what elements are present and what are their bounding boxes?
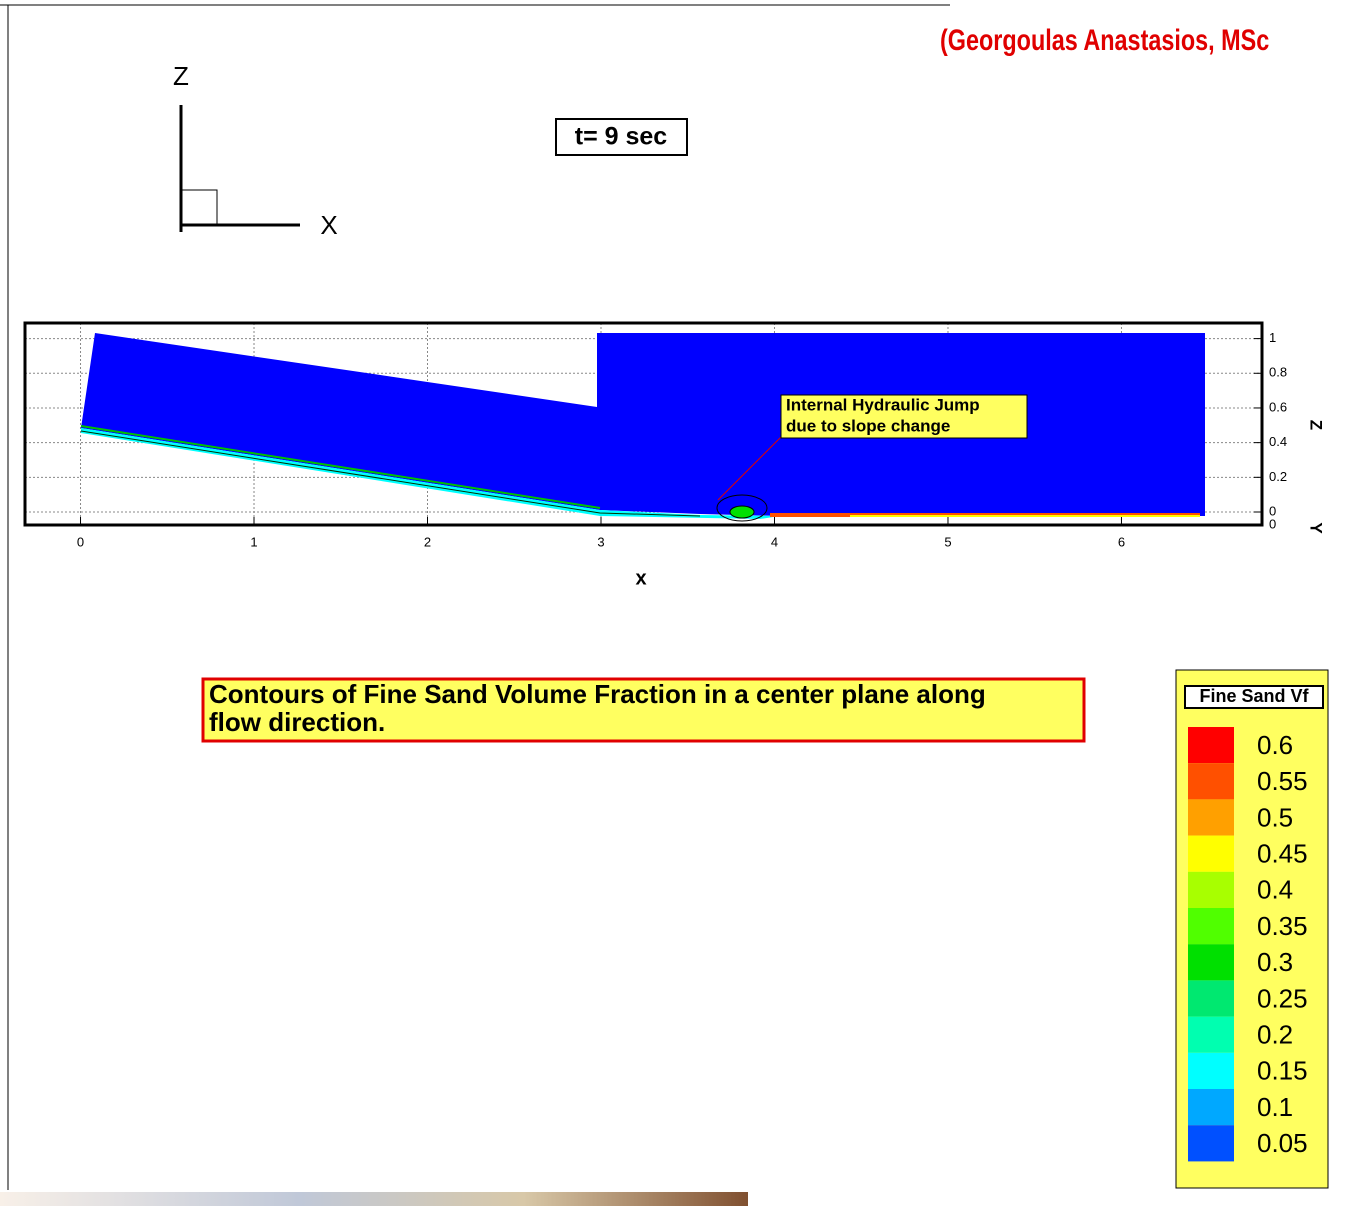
legend-swatch: [1188, 799, 1234, 835]
legend-label: 0.45: [1257, 838, 1308, 868]
legend-label: 0.3: [1257, 947, 1293, 977]
annotation: due to slope change: [786, 416, 950, 435]
x-tick-label: 1: [250, 534, 257, 549]
legend-label: 0.25: [1257, 983, 1308, 1013]
legend-swatch: [1188, 836, 1234, 872]
legend-swatch: [1188, 944, 1234, 980]
z-tick-label: 1: [1269, 330, 1276, 345]
legend-label: 0.05: [1257, 1128, 1308, 1158]
annotation: Internal Hydraulic Jump: [786, 395, 980, 414]
legend-label: 0.55: [1257, 766, 1308, 796]
triad-label: Z: [173, 61, 189, 91]
legend-title: Fine Sand Vf: [1199, 686, 1309, 706]
x-tick-label: 2: [424, 534, 431, 549]
x-axis-title: x: [635, 567, 646, 589]
x-tick-label: 4: [771, 534, 778, 549]
legend-label: 0.15: [1257, 1056, 1308, 1086]
caption: flow direction.: [209, 707, 385, 737]
legend-swatch: [1188, 908, 1234, 944]
x-tick-label: 6: [1118, 534, 1125, 549]
x-tick-label: 5: [944, 534, 951, 549]
image-strip: [0, 1192, 748, 1206]
z-tick-label: 0.4: [1269, 434, 1287, 449]
contour: [730, 506, 754, 518]
time-label: t= 9 sec: [575, 123, 668, 151]
page: (Georgoulas Anastasios, MSc Z X t= 9 sec…: [0, 0, 1352, 1206]
triad-box: [181, 190, 217, 225]
legend-label: 0.4: [1257, 875, 1293, 905]
triad-label: X: [320, 210, 337, 240]
legend-swatch: [1188, 727, 1234, 763]
legend-swatch: [1188, 1089, 1234, 1125]
legend-swatch: [1188, 1053, 1234, 1089]
legend-swatch: [1188, 1017, 1234, 1053]
legend-label: 0.1: [1257, 1092, 1293, 1122]
legend-swatch: [1188, 1125, 1234, 1161]
y-tick-label: 0: [1269, 516, 1276, 531]
band: [850, 515, 1200, 517]
x-tick-label: 0: [77, 534, 84, 549]
y-axis-title: Y: [1307, 522, 1326, 534]
legend-swatch: [1188, 980, 1234, 1016]
figure: (Georgoulas Anastasios, MSc Z X t= 9 sec…: [0, 0, 1352, 1206]
z-axis-title: Z: [1307, 420, 1326, 430]
caption: Contours of Fine Sand Volume Fraction in…: [209, 679, 986, 709]
legend-label: 0.2: [1257, 1019, 1293, 1049]
legend-swatch: [1188, 763, 1234, 799]
z-tick-label: 0.8: [1269, 365, 1287, 380]
x-tick-label: 3: [597, 534, 604, 549]
legend-swatch: [1188, 872, 1234, 908]
z-tick-label: 0.6: [1269, 399, 1287, 414]
legend-label: 0.6: [1257, 730, 1293, 760]
legend-label: 0.5: [1257, 802, 1293, 832]
author: (Georgoulas Anastasios, MSc: [940, 23, 1269, 56]
legend-label: 0.35: [1257, 911, 1308, 941]
z-tick-label: 0.2: [1269, 469, 1287, 484]
